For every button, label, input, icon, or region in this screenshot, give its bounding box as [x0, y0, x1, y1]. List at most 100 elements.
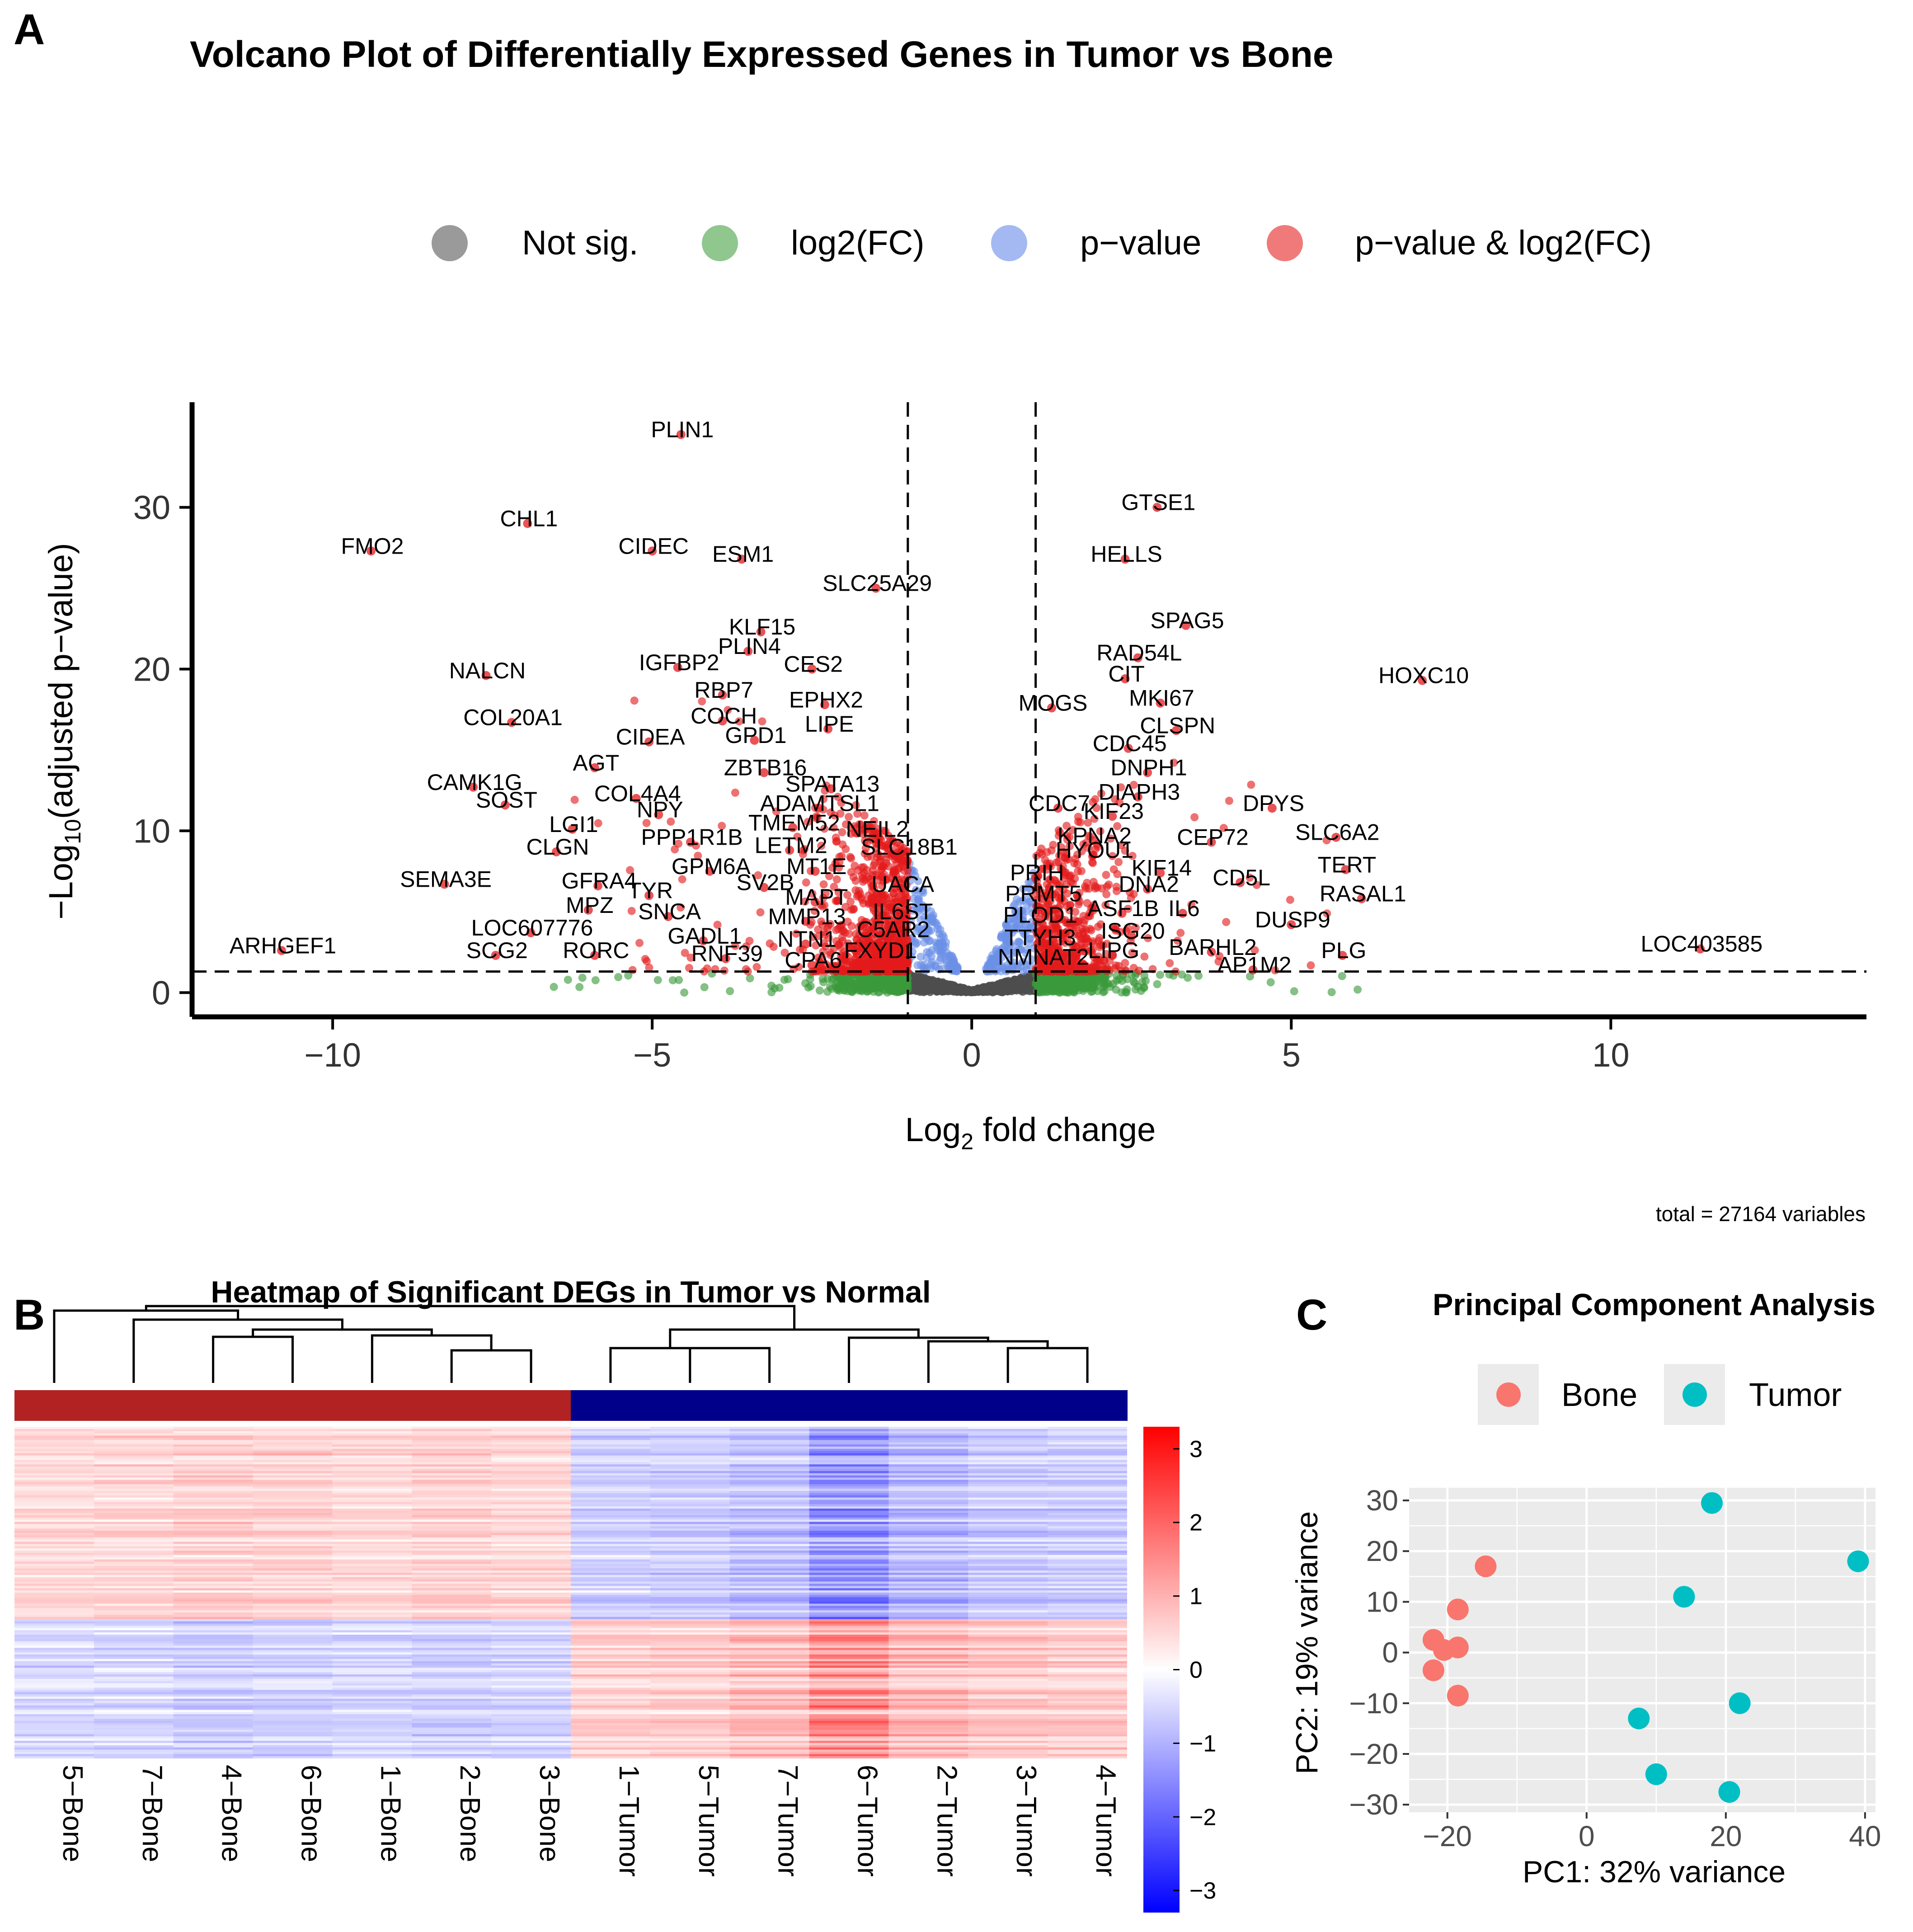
volcano-point: [879, 900, 887, 909]
heatmap-cell: [809, 1517, 889, 1520]
heatmap-cell: [253, 1626, 333, 1629]
heatmap-cell: [94, 1535, 174, 1538]
heatmap-cell: [94, 1464, 174, 1467]
heatmap-cell: [14, 1486, 94, 1489]
volcano-point: [1089, 878, 1098, 886]
heatmap-cell: [491, 1469, 571, 1471]
heatmap-cell: [888, 1568, 969, 1571]
volcano-point: [742, 942, 751, 951]
volcano-point: [1084, 818, 1092, 827]
heatmap-cell: [888, 1448, 969, 1452]
heatmap-cell: [650, 1462, 730, 1465]
volcano-point: [1062, 822, 1071, 830]
heatmap-cell: [888, 1566, 969, 1569]
heatmap-cell: [571, 1555, 651, 1558]
heatmap-cell: [253, 1453, 333, 1456]
heatmap-cell: [491, 1462, 571, 1465]
heatmap-cell: [14, 1617, 94, 1620]
heatmap-cell: [809, 1431, 889, 1434]
heatmap-cell: [888, 1427, 969, 1429]
heatmap-cell: [173, 1444, 254, 1447]
volcano-point: [928, 918, 936, 926]
heatmap-cell: [809, 1535, 889, 1538]
heatmap-cell: [412, 1546, 492, 1549]
heatmap-cell: [968, 1506, 1048, 1509]
heatmap-cell: [332, 1457, 413, 1461]
heatmap-cell: [14, 1490, 94, 1494]
volcano-point: [1140, 983, 1148, 992]
heatmap-cell: [1048, 1586, 1127, 1589]
heatmap-cell: [729, 1552, 810, 1556]
volcano-point: [1112, 972, 1121, 980]
heatmap-cell: [253, 1579, 333, 1582]
heatmap-cell: [173, 1606, 254, 1609]
heatmap-cell: [14, 1510, 94, 1514]
heatmap-cell: [729, 1457, 810, 1461]
heatmap-cell: [14, 1457, 94, 1461]
heatmap-cell: [14, 1570, 94, 1573]
heatmap-cell: [332, 1451, 413, 1454]
heatmap-cell: [968, 1555, 1048, 1558]
heatmap-cell: [809, 1564, 889, 1567]
heatmap-cell: [650, 1464, 730, 1467]
volcano-point: [1103, 963, 1111, 972]
heatmap-cell: [94, 1448, 174, 1452]
y-title-main: −Log: [42, 844, 80, 920]
heatmap-cell: [332, 1535, 413, 1538]
heatmap-cell: [968, 1484, 1048, 1487]
volcano-point: [820, 901, 829, 909]
heatmap-cell: [968, 1462, 1048, 1465]
heatmap-cell: [571, 1447, 651, 1449]
dendrogram-link: [848, 1336, 989, 1383]
annotation-cell-bone: [412, 1390, 492, 1421]
gene-label: CDC7: [1029, 790, 1090, 816]
volcano-point: [852, 801, 860, 809]
heatmap-cell: [888, 1577, 969, 1580]
gene-label: UACA: [871, 871, 935, 897]
heatmap-cell: [491, 1568, 571, 1571]
heatmap-cell: [968, 1526, 1048, 1529]
heatmap-cell: [729, 1486, 810, 1489]
heatmap-cell: [14, 1489, 94, 1491]
heatmap-cell: [650, 1535, 730, 1538]
heatmap-cell: [729, 1519, 810, 1523]
heatmap-cell: [253, 1544, 333, 1547]
heatmap-cell: [94, 1597, 174, 1600]
heatmap-cell: [968, 1448, 1048, 1452]
heatmap-cell: [253, 1573, 333, 1575]
heatmap-cell: [888, 1612, 969, 1615]
volcano-point: [1099, 941, 1107, 950]
volcano-point: [1128, 949, 1137, 957]
heatmap-cell: [650, 1597, 730, 1600]
heatmap-cell: [14, 1619, 94, 1622]
dendrogram-link: [371, 1334, 493, 1383]
heatmap-cell: [253, 1601, 333, 1604]
heatmap-cell: [94, 1451, 174, 1454]
volcano-point: [817, 841, 826, 850]
heatmap-cell: [491, 1593, 571, 1595]
heatmap-cell: [968, 1566, 1048, 1569]
heatmap-cell: [332, 1632, 413, 1635]
heatmap-cell: [1048, 1493, 1127, 1496]
heatmap-cell: [332, 1484, 413, 1487]
volcano-point: [746, 974, 754, 982]
volcano-point: [804, 983, 813, 992]
heatmap-cell: [968, 1457, 1048, 1461]
heatmap-cell: [809, 1593, 889, 1595]
heatmap-cell: [491, 1535, 571, 1538]
heatmap-cell: [253, 1519, 333, 1523]
heatmap-cell: [1048, 1584, 1127, 1587]
heatmap-cell: [412, 1528, 492, 1531]
heatmap-cell: [412, 1555, 492, 1558]
heatmap-cell: [650, 1526, 730, 1529]
heatmap-cell: [571, 1431, 651, 1434]
heatmap-cell: [412, 1495, 492, 1498]
heatmap-cell: [809, 1493, 889, 1496]
heatmap-cell: [332, 1577, 413, 1580]
volcano-plot: Volcano Plot of Differentially Expressed…: [42, 34, 1866, 1226]
heatmap-cell: [332, 1448, 413, 1452]
volcano-x-axis-title: Log2 fold change: [905, 1111, 1156, 1154]
heatmap-cell: [14, 1528, 94, 1531]
heatmap-cell: [729, 1500, 810, 1503]
heatmap-cell: [888, 1570, 969, 1573]
